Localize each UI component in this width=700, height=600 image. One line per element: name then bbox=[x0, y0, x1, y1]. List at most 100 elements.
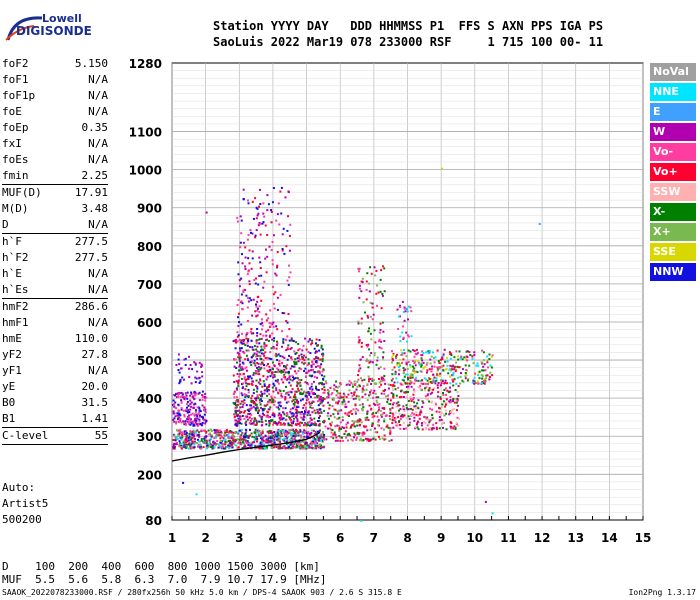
echo-point bbox=[206, 444, 209, 447]
echo-point bbox=[367, 366, 370, 369]
echo-point bbox=[397, 386, 400, 389]
echo-point bbox=[276, 359, 279, 361]
param-label: C-level bbox=[2, 429, 49, 442]
echo-point bbox=[331, 421, 333, 424]
echo-point bbox=[283, 429, 286, 432]
echo-point bbox=[409, 375, 412, 378]
echo-point bbox=[232, 438, 235, 441]
echo-point bbox=[418, 363, 421, 366]
echo-point bbox=[404, 310, 407, 313]
echo-point bbox=[177, 403, 180, 406]
echo-point bbox=[234, 338, 237, 341]
echo-point bbox=[396, 423, 399, 425]
echo-point bbox=[268, 383, 271, 386]
echo-point bbox=[236, 438, 239, 441]
echo-point bbox=[212, 440, 215, 443]
echo-point bbox=[315, 357, 318, 360]
echo-point bbox=[196, 370, 199, 373]
echo-point bbox=[299, 413, 302, 416]
echo-point bbox=[241, 262, 244, 265]
echo-point bbox=[437, 374, 440, 376]
echo-point bbox=[435, 410, 438, 413]
echo-point bbox=[288, 429, 291, 431]
echo-point bbox=[237, 442, 240, 445]
echo-point bbox=[490, 366, 493, 369]
echo-point bbox=[293, 365, 296, 368]
echo-point bbox=[241, 332, 243, 335]
echo-point bbox=[185, 436, 188, 439]
echo-point bbox=[283, 365, 285, 368]
echo-point bbox=[421, 350, 424, 353]
echo-point bbox=[241, 302, 244, 305]
echo-point bbox=[312, 393, 315, 396]
echo-point bbox=[189, 399, 192, 402]
echo-point bbox=[203, 406, 206, 409]
echo-point bbox=[361, 356, 364, 359]
echo-point bbox=[281, 355, 284, 358]
echo-point bbox=[195, 419, 198, 422]
echo-point bbox=[272, 437, 274, 440]
echo-point bbox=[353, 420, 356, 423]
echo-point bbox=[246, 442, 248, 445]
echo-point bbox=[336, 389, 338, 392]
echo-point bbox=[180, 400, 183, 403]
echo-point bbox=[376, 431, 379, 434]
echo-point bbox=[451, 408, 454, 411]
echo-point bbox=[239, 418, 242, 421]
echo-point bbox=[466, 350, 469, 353]
echo-point bbox=[315, 430, 318, 433]
echo-point bbox=[222, 439, 225, 442]
echo-point bbox=[308, 445, 311, 448]
echo-point bbox=[388, 415, 391, 418]
echo-point bbox=[363, 389, 366, 392]
echo-point bbox=[488, 376, 491, 378]
echo-point bbox=[273, 422, 276, 424]
echo-point bbox=[263, 354, 266, 357]
echo-point bbox=[266, 430, 269, 433]
echo-point bbox=[186, 440, 188, 443]
echo-point bbox=[383, 418, 386, 421]
echo-point bbox=[265, 423, 268, 426]
echo-point bbox=[420, 365, 423, 368]
echo-point bbox=[174, 406, 177, 409]
echo-point bbox=[410, 385, 413, 388]
echo-point bbox=[252, 422, 255, 424]
echo-point bbox=[357, 409, 360, 412]
echo-point bbox=[247, 234, 250, 236]
echo-point bbox=[365, 358, 368, 361]
echo-point bbox=[407, 408, 410, 411]
echo-point bbox=[252, 388, 255, 391]
echo-point bbox=[424, 422, 427, 425]
echo-point bbox=[227, 433, 230, 436]
echo-point bbox=[318, 424, 321, 427]
echo-point bbox=[290, 356, 293, 359]
echo-point bbox=[261, 409, 264, 412]
param-row: yE 20.0 bbox=[2, 379, 108, 395]
scaled-parameters: foF2 5.150 foF1 N/A foF1p N/A foE N/A foEp 0.35 fx… bbox=[2, 56, 108, 445]
param-value: N/A bbox=[88, 218, 108, 231]
echo-point bbox=[301, 411, 303, 413]
echo-point bbox=[338, 385, 341, 388]
echo-point bbox=[320, 434, 323, 437]
echo-point bbox=[287, 393, 290, 396]
echo-point bbox=[276, 342, 279, 345]
echo-point bbox=[449, 390, 452, 393]
echo-point bbox=[439, 396, 442, 399]
echo-point bbox=[207, 429, 210, 432]
echo-point bbox=[352, 398, 355, 401]
echo-point bbox=[338, 435, 341, 438]
echo-point bbox=[284, 433, 287, 436]
echo-point bbox=[267, 443, 270, 446]
echo-point bbox=[377, 420, 380, 423]
echo-point bbox=[240, 369, 243, 371]
echo-point bbox=[358, 339, 361, 342]
echo-point bbox=[474, 372, 477, 375]
echo-point bbox=[264, 447, 266, 450]
echo-point bbox=[188, 418, 191, 421]
echo-point bbox=[295, 416, 298, 419]
echo-point bbox=[179, 435, 181, 438]
echo-point bbox=[302, 406, 305, 409]
param-label: hmF2 bbox=[2, 300, 29, 313]
echo-point bbox=[313, 442, 315, 445]
echo-point bbox=[259, 367, 262, 370]
